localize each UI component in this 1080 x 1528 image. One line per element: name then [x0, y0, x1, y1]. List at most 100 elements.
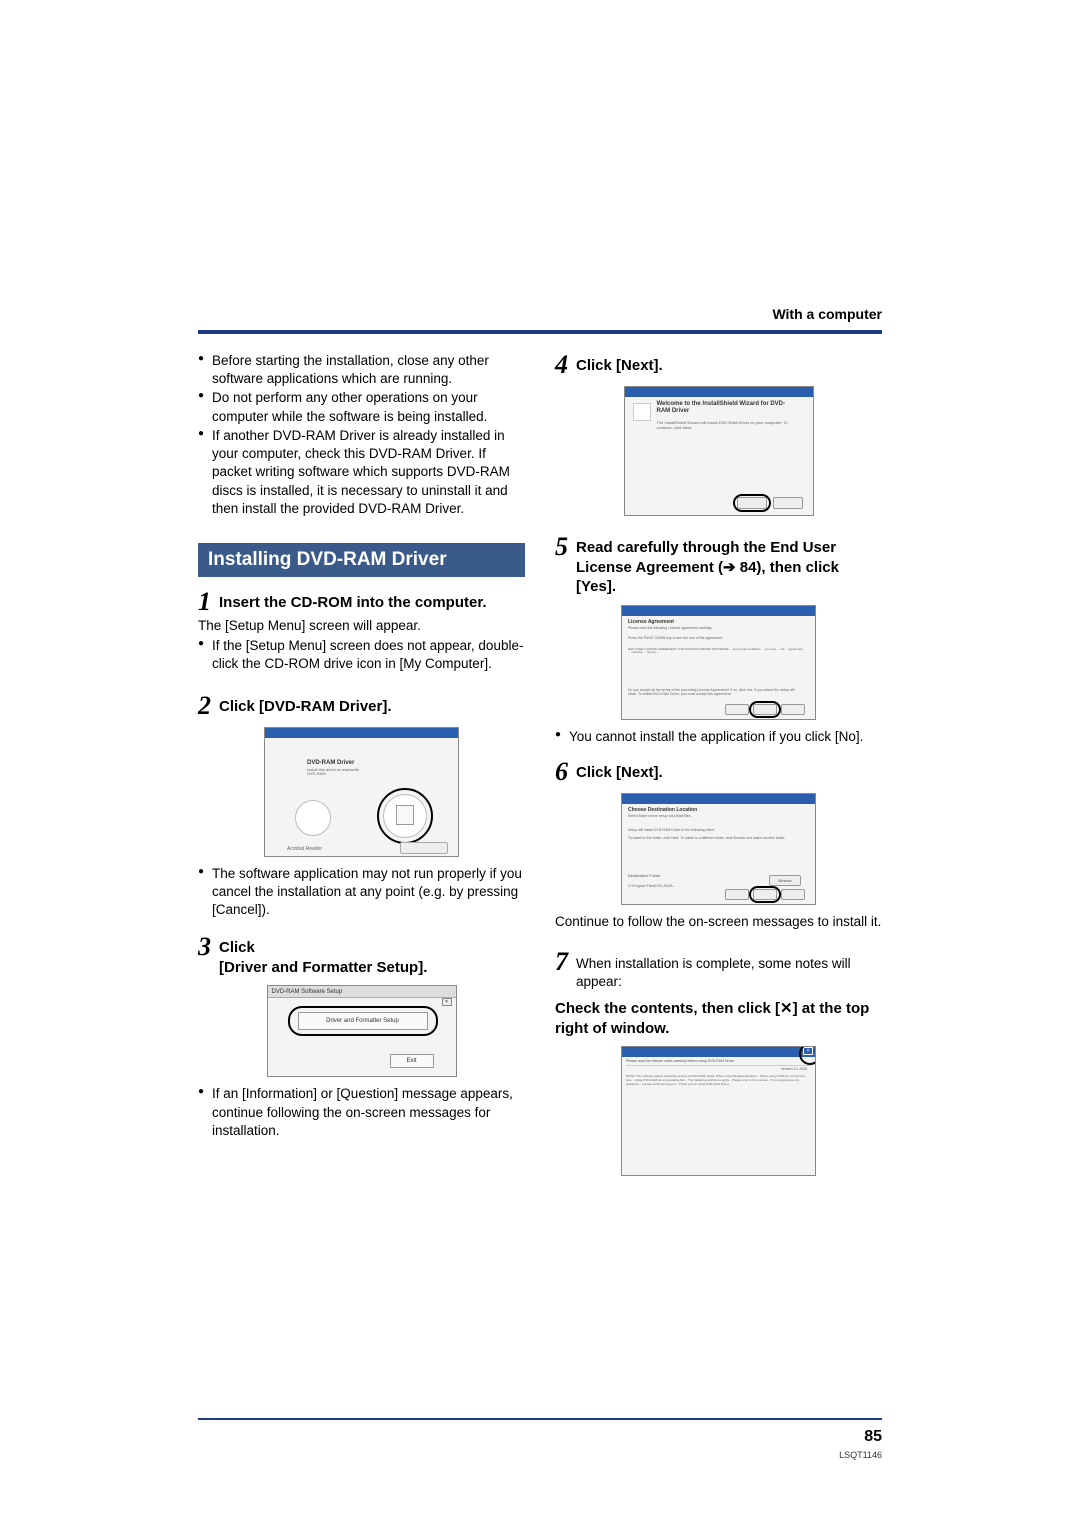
screenshot-body: License Agreement Please read the follow…: [622, 616, 815, 719]
step-text: Click [Next].: [576, 352, 663, 376]
ss-label: Destination Folder: [628, 873, 660, 878]
step-number: 1: [198, 589, 211, 615]
step-2: 2 Click [DVD-RAM Driver].: [198, 693, 525, 719]
right-column: 4 Click [Next]. Welcome to the InstallSh…: [555, 352, 882, 1184]
ss-divider: [626, 1065, 811, 1066]
content-columns: Before starting the installation, close …: [198, 352, 882, 1184]
screenshot-body: Driver and Formatter Setup Exit: [268, 998, 456, 1077]
step-4: 4 Click [Next].: [555, 352, 882, 378]
intro-bullet: Before starting the installation, close …: [198, 352, 525, 388]
step-7: 7 When installation is complete, some no…: [555, 949, 882, 991]
step3-bullet: If an [Information] or [Question] messag…: [198, 1085, 525, 1140]
screenshot-titlebar: [265, 728, 458, 738]
intro-bullet: Do not perform any other operations on y…: [198, 389, 525, 425]
step3-bullets: If an [Information] or [Question] messag…: [198, 1085, 525, 1141]
ss-subtext: Please read the following License agreem…: [628, 626, 798, 630]
intro-bullets: Before starting the installation, close …: [198, 352, 525, 519]
ss-line: Press the PAGE DOWN key to see the rest …: [628, 636, 798, 640]
step5-screenshot: License Agreement Please read the follow…: [621, 605, 816, 720]
ss-line: Please read the release notes carefully …: [626, 1059, 810, 1063]
ss-line: Setup will install DVD-RAM Driver in the…: [628, 828, 804, 832]
step-1: 1 Insert the CD-ROM into the computer.: [198, 589, 525, 615]
step-text: When installation is complete, some note…: [576, 949, 882, 991]
doc-code: LSQT1146: [839, 1450, 882, 1460]
ss-license-body: END USER LICENSE AGREEMENT FOR DVD-RAM D…: [628, 648, 804, 680]
step1-bullet: If the [Setup Menu] screen does not appe…: [198, 637, 525, 673]
step-number: 5: [555, 534, 568, 560]
ss-heading: Choose Destination Location: [628, 807, 697, 813]
ss-heading: Welcome to the InstallShield Wizard for …: [657, 401, 797, 415]
step-number: 3: [198, 934, 211, 960]
step-number: 2: [198, 693, 211, 719]
highlight-oval: [288, 1006, 438, 1036]
ss-line: To install to this folder, click Next. T…: [628, 836, 804, 840]
ss-label: DVD-RAM Driver: [307, 760, 367, 766]
screenshot-body: Please read the release notes carefully …: [622, 1057, 815, 1175]
ss-subtext: Select folder where setup will install f…: [628, 814, 798, 818]
left-column: Before starting the installation, close …: [198, 352, 525, 1184]
step-text: Click [DVD-RAM Driver].: [219, 693, 392, 717]
ss-button: Browse: [769, 875, 801, 886]
section-header: With a computer: [772, 306, 882, 322]
ss-release-notes: NOTE: This software allows read/write ac…: [626, 1075, 810, 1131]
screenshot-titlebar: [622, 606, 815, 616]
spacer: [555, 933, 882, 949]
screenshot-body: Choose Destination Location Select folde…: [622, 804, 815, 904]
spacer: [555, 747, 882, 759]
step-number: 4: [555, 352, 568, 378]
ss-date: Version 5.0 2006: [781, 1067, 807, 1071]
step-text: Click [Next].: [576, 759, 663, 783]
step4-screenshot: Welcome to the InstallShield Wizard for …: [624, 386, 814, 516]
highlight-oval: [749, 701, 781, 718]
screenshot-titlebar: [622, 794, 815, 804]
step-text: Insert the CD-ROM into the computer.: [219, 589, 487, 613]
footer-rule: [198, 1418, 882, 1420]
step-5: 5 Read carefully through the End User Li…: [555, 534, 882, 597]
step-number: 7: [555, 949, 568, 975]
step6-note: Continue to follow the on-screen message…: [555, 913, 882, 931]
ss-button: [725, 889, 749, 900]
step2-bullets: The software application may not run pro…: [198, 865, 525, 921]
ss-label: Acrobat Reader: [287, 846, 322, 852]
highlight-oval: [733, 494, 771, 512]
intro-bullet: If another DVD-RAM Driver is already ins…: [198, 427, 525, 518]
step6-screenshot: Choose Destination Location Select folde…: [621, 793, 816, 905]
ss-button: [773, 497, 803, 509]
ss-path: C:\Program Files\DVD-RAM\...: [628, 884, 675, 888]
page: With a computer Before starting the inst…: [0, 0, 1080, 1528]
ss-button: [400, 842, 448, 854]
ss-question: Do you accept all the terms of the prece…: [628, 688, 804, 696]
step2-bullet: The software application may not run pro…: [198, 865, 525, 920]
step-6: 6 Click [Next].: [555, 759, 882, 785]
screenshot-titlebar: ×: [622, 1047, 815, 1057]
step-number: 6: [555, 759, 568, 785]
ss-round-button: [295, 800, 331, 836]
step5-bullet: You cannot install the application if yo…: [555, 728, 882, 746]
ss-button: [725, 704, 749, 715]
spacer: [555, 524, 882, 534]
page-number: 85: [864, 1428, 882, 1446]
ss-button: [781, 889, 805, 900]
step1-note: The [Setup Menu] screen will appear.: [198, 617, 525, 635]
screenshot-body: Welcome to the InstallShield Wizard for …: [625, 397, 813, 515]
step-3: 3 Click [Driver and Formatter Setup].: [198, 934, 525, 977]
spacer: [198, 920, 525, 934]
highlight-oval: [749, 886, 781, 903]
step3-screenshot: DVD-RAM Software Setup × Driver and Form…: [267, 985, 457, 1077]
screenshot-titlebar: [625, 387, 813, 397]
section-banner: Installing DVD-RAM Driver: [198, 543, 525, 577]
step-text: Click [Driver and Formatter Setup].: [219, 934, 427, 977]
step7-screenshot: × Please read the release notes carefull…: [621, 1046, 816, 1176]
ss-button: Exit: [390, 1054, 434, 1068]
step-text: Read carefully through the End User Lice…: [576, 534, 882, 597]
step7-bold: Check the contents, then click [✕] at th…: [555, 995, 882, 1038]
highlight-circle: [377, 788, 433, 844]
ss-heading: License Agreement: [628, 619, 674, 625]
header-rule: [198, 330, 882, 334]
ss-subtext: The InstallShield Wizard will install DV…: [657, 421, 797, 431]
step1-bullets: If the [Setup Menu] screen does not appe…: [198, 637, 525, 674]
ss-button: [781, 704, 805, 715]
step5-bullets: You cannot install the application if yo…: [555, 728, 882, 747]
ss-icon: [633, 403, 651, 421]
screenshot-body: DVD-RAM Driver Install this driver to re…: [265, 738, 458, 856]
